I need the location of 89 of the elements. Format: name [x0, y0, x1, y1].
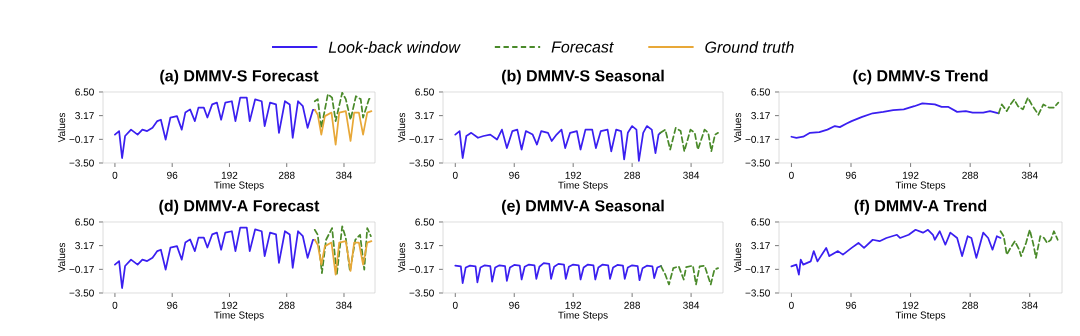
x-tick-label: 96 — [509, 171, 520, 179]
x-tick-label: 0 — [112, 171, 118, 179]
line-series — [997, 96, 1060, 116]
x-tick-label: 288 — [278, 171, 295, 179]
x-tick-label: 384 — [336, 301, 353, 309]
x-tick-label: 96 — [845, 171, 857, 179]
y-tick-label: −3.50 — [69, 159, 94, 167]
x-tick-label: 192 — [903, 301, 919, 309]
x-tick-label: 192 — [903, 171, 919, 179]
line-series — [114, 226, 316, 289]
y-axis-title: Values — [733, 112, 742, 143]
y-tick-label: −0.17 — [745, 135, 770, 143]
y-tick-label: −3.50 — [745, 289, 770, 297]
x-tick-label: 0 — [789, 301, 794, 309]
line-series — [790, 228, 1002, 276]
x-tick-label: 192 — [565, 171, 582, 179]
y-tick-label: 3.17 — [75, 112, 94, 120]
y-axis-title: Values — [397, 242, 406, 273]
line-series — [999, 228, 1059, 259]
x-tick-label: 0 — [452, 171, 458, 179]
line-series — [313, 238, 373, 276]
x-tick-label: 96 — [167, 301, 178, 309]
legend-label: Look-back window — [328, 41, 461, 53]
y-tick-label: 3.17 — [751, 112, 770, 120]
x-tick-label: 0 — [112, 301, 118, 309]
x-axis-title: Time Steps — [895, 181, 946, 191]
y-tick-label: −0.17 — [409, 135, 434, 143]
chart-title: (e) DMMV-A Seasonal — [502, 199, 664, 215]
y-tick-label: 6.50 — [751, 218, 770, 226]
x-tick-label: 288 — [624, 171, 641, 179]
legend-label: Ground truth — [705, 41, 794, 53]
line-series — [114, 96, 316, 159]
y-tick-label: −3.50 — [409, 289, 434, 297]
x-tick-label: 288 — [962, 301, 979, 309]
chart-title: (d) DMMV-A Forecast — [159, 199, 320, 215]
x-tick-label: 96 — [167, 171, 178, 179]
line-series — [313, 108, 373, 146]
x-tick-label: 384 — [336, 171, 353, 179]
x-axis-title: Time Steps — [558, 311, 608, 321]
y-tick-label: 6.50 — [75, 218, 94, 226]
chart-title: (a) DMMV-S Forecast — [160, 69, 319, 85]
x-tick-label: 192 — [565, 301, 582, 309]
x-tick-label: 288 — [624, 301, 641, 309]
y-tick-label: 3.17 — [751, 242, 770, 250]
line-series — [454, 262, 662, 284]
x-tick-label: 288 — [278, 301, 295, 309]
y-tick-label: −0.17 — [409, 265, 434, 273]
x-tick-label: 0 — [789, 171, 794, 179]
x-axis-title: Time Steps — [214, 181, 264, 191]
y-axis-title: Values — [733, 242, 742, 273]
x-tick-label: 96 — [845, 301, 857, 309]
line-series — [454, 125, 662, 162]
chart-title: (f) DMMV-A Trend — [854, 199, 987, 215]
y-tick-label: 3.17 — [75, 242, 94, 250]
y-axis-title: Values — [57, 242, 66, 273]
x-tick-label: 0 — [452, 301, 458, 309]
x-tick-label: 192 — [221, 171, 238, 179]
x-tick-label: 384 — [1021, 301, 1038, 309]
y-tick-label: −3.50 — [409, 159, 434, 167]
y-tick-label: −0.17 — [745, 265, 770, 273]
y-tick-label: −3.50 — [69, 289, 94, 297]
y-tick-label: −0.17 — [69, 135, 94, 143]
x-axis-title: Time Steps — [214, 311, 264, 321]
chart-title: (b) DMMV-S Seasonal — [502, 69, 664, 85]
x-tick-label: 96 — [509, 301, 520, 309]
chart-title: (c) DMMV-S Trend — [853, 69, 988, 85]
line-series — [313, 225, 372, 276]
x-axis-title: Time Steps — [558, 181, 608, 191]
y-tick-label: 3.17 — [415, 242, 434, 250]
line-series — [313, 91, 373, 129]
y-axis-title: Values — [397, 112, 406, 143]
x-tick-label: 192 — [221, 301, 238, 309]
line-series — [660, 264, 719, 286]
y-axis-title: Values — [57, 112, 66, 143]
line-series — [790, 102, 1000, 139]
x-tick-label: 384 — [683, 171, 700, 179]
x-tick-label: 384 — [683, 301, 700, 309]
y-tick-label: 6.50 — [415, 88, 434, 96]
x-axis-title: Time Steps — [895, 311, 946, 321]
x-tick-label: 288 — [962, 171, 979, 179]
legend-label: Forecast — [551, 41, 614, 53]
y-tick-label: 6.50 — [75, 88, 94, 96]
y-tick-label: −0.17 — [69, 265, 94, 273]
y-tick-label: 6.50 — [415, 218, 434, 226]
y-tick-label: 6.50 — [751, 88, 770, 96]
line-series — [659, 126, 719, 153]
y-tick-label: 3.17 — [415, 112, 434, 120]
y-tick-label: −3.50 — [745, 159, 770, 167]
x-tick-label: 384 — [1021, 171, 1038, 179]
